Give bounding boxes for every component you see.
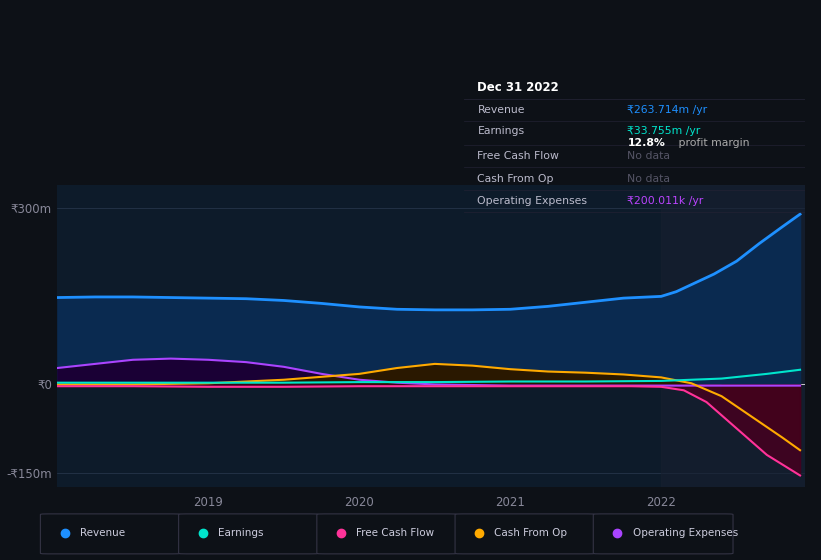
Text: Dec 31 2022: Dec 31 2022 [478,81,559,94]
Text: ₹200.011k /yr: ₹200.011k /yr [627,196,704,206]
Text: No data: No data [627,151,671,161]
Text: Free Cash Flow: Free Cash Flow [356,529,434,538]
FancyBboxPatch shape [317,514,456,554]
Text: 12.8%: 12.8% [627,138,665,148]
Text: ₹33.755m /yr: ₹33.755m /yr [627,125,700,136]
Text: Cash From Op: Cash From Op [494,529,567,538]
Text: Operating Expenses: Operating Expenses [478,196,588,206]
FancyBboxPatch shape [594,514,733,554]
Text: Revenue: Revenue [478,105,525,115]
Text: ₹263.714m /yr: ₹263.714m /yr [627,105,708,115]
Text: No data: No data [627,174,671,184]
FancyBboxPatch shape [455,514,594,554]
Text: Free Cash Flow: Free Cash Flow [478,151,559,161]
FancyBboxPatch shape [179,514,319,554]
Bar [661,185,805,487]
Text: Earnings: Earnings [478,125,525,136]
Text: Cash From Op: Cash From Op [478,174,554,184]
Text: Operating Expenses: Operating Expenses [632,529,738,538]
FancyBboxPatch shape [40,514,180,554]
Text: Revenue: Revenue [80,529,125,538]
Text: profit margin: profit margin [675,138,750,148]
Text: Earnings: Earnings [218,529,264,538]
